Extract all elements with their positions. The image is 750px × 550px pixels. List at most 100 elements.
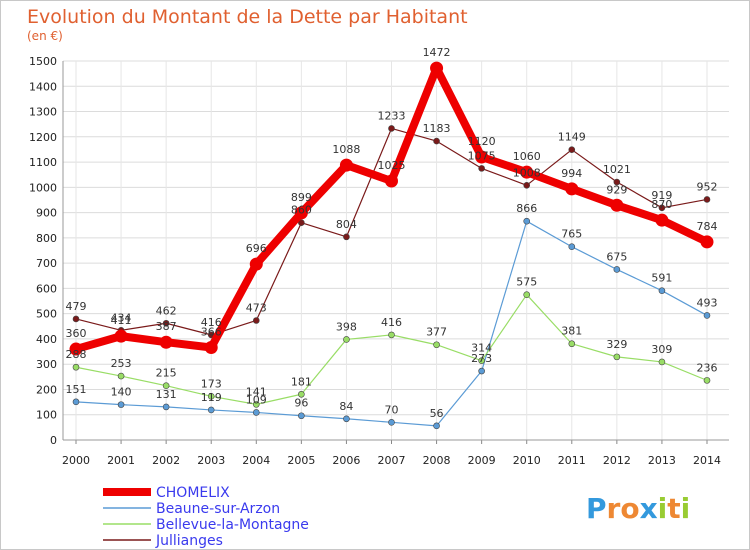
logo-letter: P xyxy=(586,492,607,525)
data-label-chomelix: 929 xyxy=(606,183,627,196)
point-beaune-sur-arzon xyxy=(252,409,260,416)
y-tick-label: 900 xyxy=(36,207,57,220)
logo-letter: t xyxy=(667,492,680,525)
point-bellevue-la-montagne xyxy=(252,401,260,408)
data-label-chomelix: 899 xyxy=(291,191,312,204)
point-bellevue-la-montagne xyxy=(703,377,711,384)
data-label-bellevue-la-montagne: 181 xyxy=(291,375,312,388)
x-tick-label: 2006 xyxy=(332,454,360,467)
point-beaune-sur-arzon xyxy=(72,398,80,406)
data-label-chomelix: 387 xyxy=(156,320,177,333)
data-label-bellevue-la-montagne: 309 xyxy=(651,343,672,356)
point-jullianges xyxy=(343,233,350,241)
data-label-beaune-sur-arzon: 273 xyxy=(471,352,492,365)
point-beaune-sur-arzon xyxy=(433,422,440,430)
point-beaune-sur-arzon xyxy=(298,412,305,420)
data-label-jullianges: 1233 xyxy=(378,109,406,122)
data-label-chomelix: 696 xyxy=(246,242,267,255)
data-label-jullianges: 479 xyxy=(66,300,87,313)
legend: CHOMELIXBeaune-sur-ArzonBellevue-la-Mont… xyxy=(103,485,309,549)
logo-text: Proxiti xyxy=(586,492,690,525)
x-tick-label: 2011 xyxy=(558,454,586,467)
data-label-jullianges: 952 xyxy=(697,180,718,193)
data-label-bellevue-la-montagne: 288 xyxy=(66,348,87,361)
y-tick-label: 1300 xyxy=(29,106,57,119)
point-chomelix xyxy=(700,235,714,249)
point-jullianges xyxy=(298,219,305,227)
data-label-bellevue-la-montagne: 236 xyxy=(697,361,718,374)
data-label-chomelix: 1060 xyxy=(513,150,541,163)
data-label-chomelix: 1120 xyxy=(468,135,496,148)
point-beaune-sur-arzon xyxy=(117,401,125,408)
point-chomelix xyxy=(430,61,444,75)
point-bellevue-la-montagne xyxy=(72,363,80,371)
data-label-jullianges: 1183 xyxy=(423,122,451,135)
data-label-chomelix: 1088 xyxy=(332,143,360,156)
x-tick-label: 2000 xyxy=(62,454,90,467)
y-tick-label: 1100 xyxy=(29,156,57,169)
data-label-jullianges: 860 xyxy=(291,204,312,217)
data-label-beaune-sur-arzon: 591 xyxy=(651,272,672,285)
data-label-jullianges: 1149 xyxy=(558,131,586,144)
point-beaune-sur-arzon xyxy=(162,403,170,411)
point-jullianges xyxy=(388,125,395,132)
data-label-chomelix: 1025 xyxy=(378,159,406,172)
data-label-jullianges: 416 xyxy=(201,316,222,329)
axes: 0 100 200 300 400 500 600 700 800 900 1000 1100 1200… xyxy=(29,55,729,467)
data-label-beaune-sur-arzon: 119 xyxy=(201,391,222,404)
point-jullianges xyxy=(523,182,531,189)
data-label-jullianges: 462 xyxy=(156,304,177,317)
point-bellevue-la-montagne xyxy=(388,331,395,339)
data-label-chomelix: 994 xyxy=(561,167,582,180)
y-tick-label: 1200 xyxy=(29,131,57,144)
data-label-bellevue-la-montagne: 377 xyxy=(426,326,447,339)
y-tick-label: 700 xyxy=(36,257,57,270)
data-label-bellevue-la-montagne: 173 xyxy=(201,377,222,390)
logo-letter: o xyxy=(620,492,639,525)
y-tick-label: 1400 xyxy=(29,80,57,93)
point-jullianges xyxy=(613,178,621,186)
x-tick-label: 2009 xyxy=(468,454,496,467)
x-tick-label: 2003 xyxy=(197,454,225,467)
point-beaune-sur-arzon xyxy=(343,415,350,423)
point-bellevue-la-montagne xyxy=(478,357,485,364)
y-tick-label: 800 xyxy=(36,232,57,245)
data-label-chomelix: 411 xyxy=(111,314,132,327)
data-label-jullianges: 1008 xyxy=(513,166,541,179)
point-jullianges xyxy=(433,137,440,145)
data-label-chomelix: 1472 xyxy=(423,46,451,59)
point-jullianges xyxy=(72,315,80,323)
y-tick-label: 1500 xyxy=(29,55,57,68)
point-bellevue-la-montagne xyxy=(343,336,350,343)
point-bellevue-la-montagne xyxy=(568,340,576,348)
x-tick-label: 2004 xyxy=(242,454,270,467)
x-tick-label: 2008 xyxy=(423,454,451,467)
chart-subtitle: (en €) xyxy=(27,29,63,43)
point-bellevue-la-montagne xyxy=(162,382,170,389)
x-tick-label: 2001 xyxy=(107,454,135,467)
point-chomelix xyxy=(339,158,353,172)
point-chomelix xyxy=(159,335,173,349)
point-chomelix xyxy=(610,198,624,212)
point-bellevue-la-montagne xyxy=(613,353,621,361)
data-label-beaune-sur-arzon: 70 xyxy=(385,403,399,416)
y-tick-label: 400 xyxy=(36,333,57,346)
data-label-beaune-sur-arzon: 140 xyxy=(111,386,132,399)
y-tick-label: 500 xyxy=(36,308,57,321)
legend-label-bellevue-la-montagne: Bellevue-la-Montagne xyxy=(156,517,309,533)
data-label-jullianges: 1075 xyxy=(468,149,496,162)
x-tick-label: 2012 xyxy=(603,454,631,467)
point-chomelix xyxy=(69,342,83,356)
point-chomelix xyxy=(520,165,534,179)
point-beaune-sur-arzon xyxy=(658,287,666,294)
point-chomelix xyxy=(114,329,128,343)
data-label-bellevue-la-montagne: 253 xyxy=(111,357,132,370)
legend-label-chomelix: CHOMELIX xyxy=(156,485,230,501)
x-tick-label: 2007 xyxy=(378,454,406,467)
point-beaune-sur-arzon xyxy=(568,243,576,251)
data-label-chomelix: 784 xyxy=(697,220,718,233)
point-jullianges xyxy=(252,317,260,324)
data-label-beaune-sur-arzon: 131 xyxy=(156,388,177,401)
point-bellevue-la-montagne xyxy=(433,341,440,349)
